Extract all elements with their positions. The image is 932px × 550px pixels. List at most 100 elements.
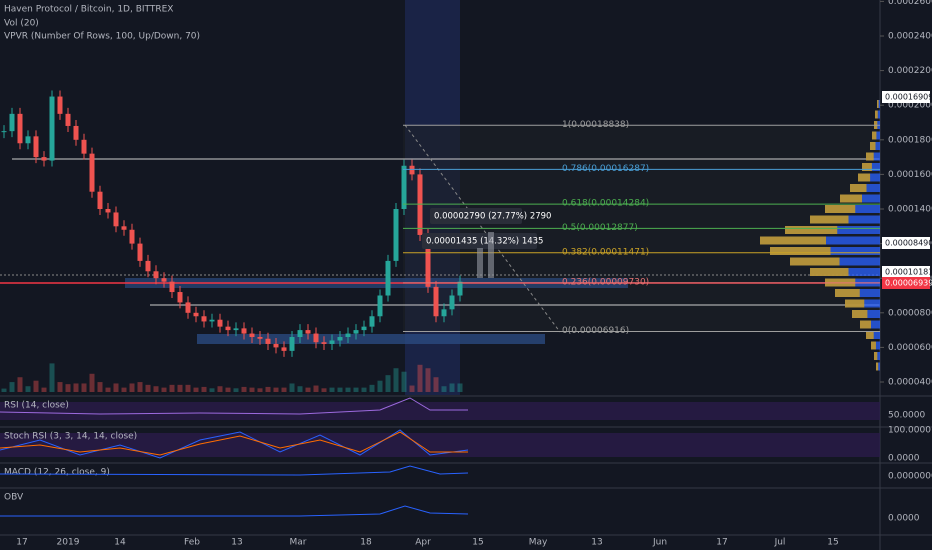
candle [369,316,375,327]
volume-bar [161,387,167,392]
volume-profile-bar [862,163,872,171]
volume-bar [281,387,287,392]
volume-profile-bar [825,205,856,213]
price-tag-label: 0.00006939 [885,279,932,288]
volume-bar [313,385,319,392]
volume-bar [241,386,247,392]
pane-axis-label: 0.00000000 [888,472,932,482]
volume-bar [337,387,343,392]
pane-band [0,402,880,420]
candle [1,131,7,133]
pane-axis-label: 100.0000 [888,426,931,436]
volume-bar [185,384,191,392]
candle [305,330,311,334]
fib-label: 0.5(0.00012877) [562,223,638,233]
price-tag [882,91,930,103]
candle [401,165,407,209]
volume-bar [89,373,95,392]
volume-bar [417,364,423,392]
pane-label: RSI (14, close) [4,401,69,411]
candle [409,165,415,175]
measure-label: 0.00001435 (14.32%) 1435 [426,237,543,247]
date-label: 13 [591,538,602,548]
measure-label: 0.00002790 (27.77%) 2790 [434,212,551,222]
candle [209,319,215,322]
volume-profile-bar [845,299,865,308]
price-label: 0.00016000 [888,170,932,180]
date-label: 14 [114,538,126,548]
trend-line [404,124,561,333]
volume-bar [265,386,271,392]
measure-box [430,208,522,224]
volume-profile-bar [810,215,849,224]
volume-bar [225,387,231,392]
measure-bars [488,232,494,278]
candle [113,212,119,227]
fib-label: 0.618(0.00014284) [562,199,649,209]
price-label: 0.00004000 [888,378,932,388]
volume-bar [49,363,55,392]
price-label: 0.00020000 [888,101,932,111]
candle [241,328,247,334]
candle [417,174,423,235]
title: Haven Protocol / Bitcoin, 1D, BITTREX [4,5,173,15]
candle [289,337,295,351]
volume-bar [321,388,327,392]
volume-bar [129,383,135,392]
date-label: 17 [16,538,27,548]
candle [153,271,159,279]
volume-bar [73,383,79,392]
date-label: Feb [184,538,200,548]
candle [137,243,143,261]
volume-profile-bar [870,142,876,150]
volume-profile-bar [852,310,868,318]
candle [97,191,103,209]
volume-profile-bar [810,268,849,276]
candle [185,302,191,313]
price-label: 0.00014000 [888,205,932,215]
candle [145,260,151,272]
volume-bar [425,368,431,392]
volume-profile-bar [835,289,860,297]
price-tag-label: 0.00016909 [885,93,932,102]
volume-bar [345,387,351,392]
volume-bar [433,377,439,392]
candle [217,319,223,327]
volume-bar [449,383,455,392]
volume-bar [385,375,391,392]
date-label: Apr [415,538,431,548]
volume-profile-bar [866,152,874,161]
volume-bar [273,387,279,392]
candle [425,234,431,287]
volume-bar [249,387,255,392]
candle [233,328,239,331]
oscillator-line [0,431,468,456]
candle [321,342,327,344]
volume-bar [57,382,63,392]
price-label: 0.00022000 [888,66,932,76]
volume-bar [153,386,159,392]
fib-label: 0.236(0.00009730) [562,277,649,287]
price-label: 0.00018000 [888,135,932,145]
price-label: 0.00024000 [888,32,932,42]
candle [353,330,359,334]
volume-profile-bar [875,110,878,119]
measure-box [422,233,537,249]
price-tag [882,237,930,249]
volume-bar [41,387,47,392]
volume-bar [17,377,23,392]
candle [129,229,135,244]
fib-label: 1(0.00018838) [562,120,629,130]
volume-bar [113,383,119,392]
volume-profile-bar [770,247,831,255]
date-label: Mar [290,538,307,548]
candle [361,326,367,331]
indicator-label: VPVR (Number Of Rows, 100, Up/Down, 70) [4,32,200,42]
volume-profile-bar [871,341,876,350]
candle [377,295,383,317]
fib-label: 0.786(0.00016287) [562,164,649,174]
volume-bar [377,380,383,392]
volume-profile-bar [850,184,867,192]
volume-bar [409,385,415,392]
